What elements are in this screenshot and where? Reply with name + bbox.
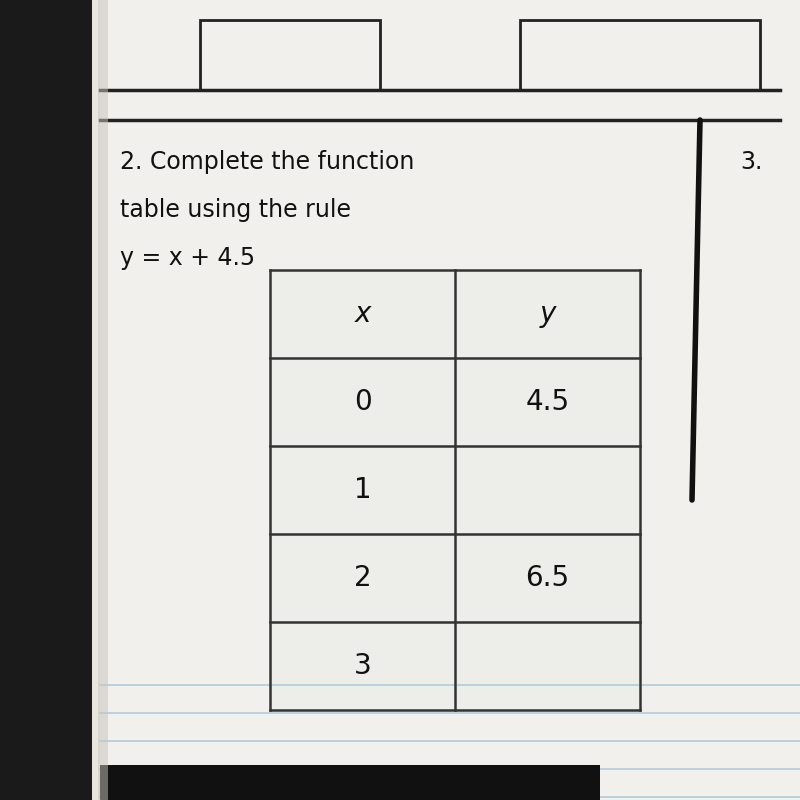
Text: 1: 1 [354,476,371,504]
Text: 4.5: 4.5 [526,388,570,416]
Text: 0: 0 [354,388,371,416]
Text: x: x [354,300,370,328]
Text: 3: 3 [354,652,371,680]
Bar [100,0,800,800]
Bar [520,20,760,90]
Bar [270,270,640,710]
Bar [200,20,380,90]
Bar [0,0,92,800]
Text: table using the rule: table using the rule [120,198,351,222]
Text: y: y [539,300,556,328]
Text: 3.: 3. [740,150,762,174]
Text: 6.5: 6.5 [526,564,570,592]
Text: y = x + 4.5: y = x + 4.5 [120,246,255,270]
Bar [100,765,600,800]
Bar [98,0,108,800]
Text: 2. Complete the function: 2. Complete the function [120,150,414,174]
Text: 2: 2 [354,564,371,592]
